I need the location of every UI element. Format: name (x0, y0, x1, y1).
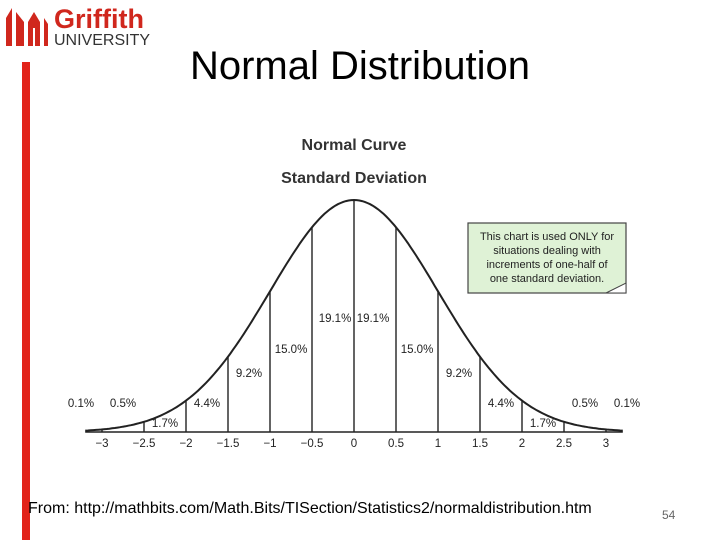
x-tick-label: 2.5 (556, 438, 572, 450)
griffith-emblem-icon (6, 8, 48, 46)
segment-percent-label: 9.2% (446, 368, 472, 380)
segment-percent-label: 0.5% (110, 398, 136, 410)
chart-note: This chart is used ONLY for situations d… (467, 222, 627, 294)
segment-percent-label: 1.7% (152, 418, 178, 430)
x-tick-label: −0.5 (301, 438, 324, 450)
x-tick-label: 2 (519, 438, 525, 450)
university-logo: Griffith UNIVERSITY (4, 4, 150, 50)
left-accent-bar (22, 62, 30, 540)
logo-wordmark: Griffith (54, 4, 144, 34)
chart-note-line: This chart is used ONLY for (480, 231, 614, 243)
page-number: 54 (662, 508, 676, 522)
chart-svg: Normal Curve Standard Deviation 0.1% 0.5%… (68, 137, 640, 450)
chart-subtitle: Standard Deviation (281, 170, 427, 187)
x-tick-label: 1.5 (472, 438, 488, 450)
segment-percent-label: 0.1% (614, 398, 640, 410)
segment-percent-label: 4.4% (194, 398, 220, 410)
segment-percent-label: 15.0% (275, 344, 308, 356)
x-tick-label: 0 (351, 438, 357, 450)
segment-percent-label: 4.4% (488, 398, 514, 410)
x-tick-label: 3 (603, 438, 609, 450)
x-tick-label: 1 (435, 438, 441, 450)
chart-note-line: increments of one-half of (486, 259, 608, 271)
segment-percent-label: 1.7% (530, 418, 556, 430)
segment-percent-label: 19.1% (319, 313, 352, 325)
chart-note-box (467, 222, 627, 294)
x-tick-label: −1 (263, 438, 276, 450)
segment-percent-label: 19.1% (357, 313, 390, 325)
x-tick-label: −2 (179, 438, 192, 450)
segment-percent-label: 0.1% (68, 398, 94, 410)
x-tick-label: 0.5 (388, 438, 404, 450)
x-tick-label: −3 (95, 438, 108, 450)
chart-note-line: one standard deviation. (490, 273, 604, 285)
segment-percent-label: 15.0% (401, 344, 434, 356)
slide-title: Normal Distribution (189, 44, 531, 88)
source-citation: From: http://mathbits.com/Math.Bits/TISe… (28, 500, 592, 517)
segment-percent-label: 9.2% (236, 368, 262, 380)
chart-title: Normal Curve (302, 137, 407, 154)
chart-note-line: situations dealing with (493, 245, 601, 257)
logo-subtitle: UNIVERSITY (54, 32, 151, 49)
chart-note-fold (605, 282, 627, 294)
segment-percent-label: 0.5% (572, 398, 598, 410)
x-tick-label: −2.5 (133, 438, 156, 450)
normal-curve-chart: Normal Curve Standard Deviation 0.1% 0.5%… (40, 125, 680, 465)
x-tick-label: −1.5 (217, 438, 240, 450)
